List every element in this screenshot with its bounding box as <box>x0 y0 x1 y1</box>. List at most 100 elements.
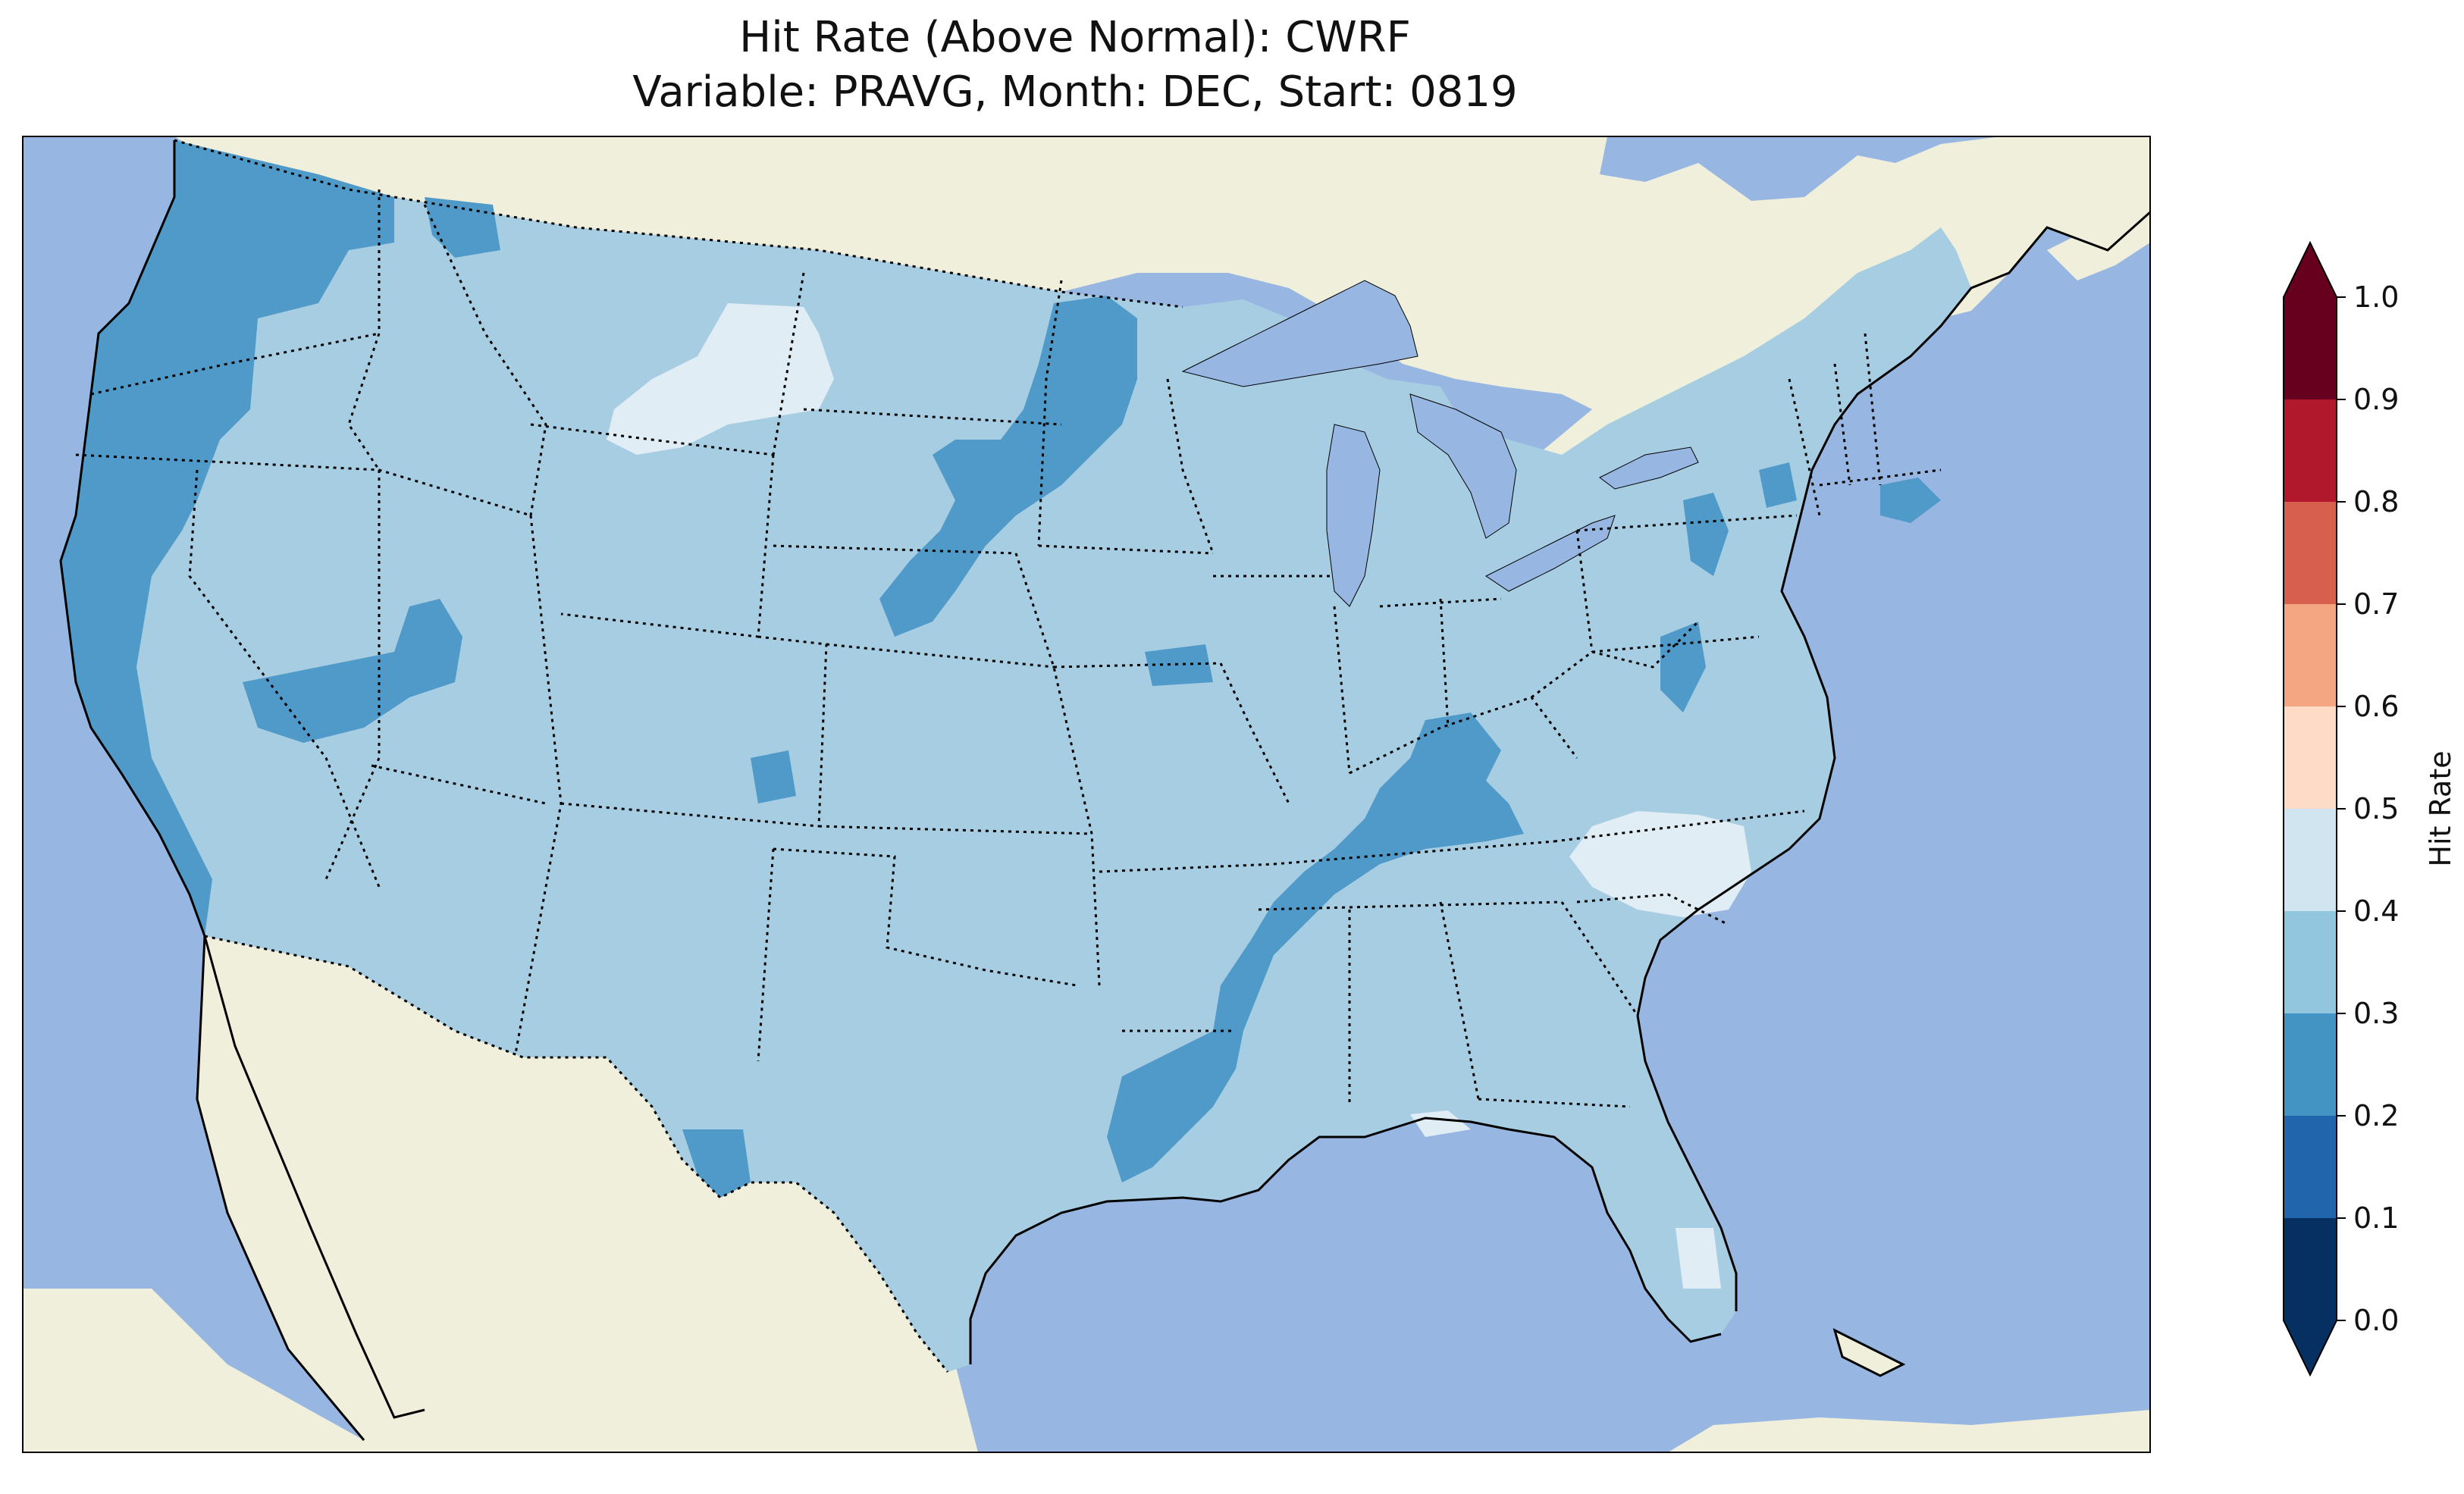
border-ma-north <box>1819 468 1942 487</box>
border-ky-tn <box>1273 840 1555 866</box>
colorbar-tick-label: 0.1 <box>2353 1201 2399 1235</box>
nevada-utah-band <box>243 599 462 743</box>
south-america-land <box>1668 1410 2150 1452</box>
colorbar-extend-max <box>2284 243 2337 297</box>
border-ne-ks <box>826 643 1055 669</box>
border-mi-in-oh <box>1379 597 1502 608</box>
border-al-ga <box>1439 901 1480 1100</box>
lake-ontario <box>1599 446 1699 490</box>
border-mn-ia <box>1038 544 1214 555</box>
border-va-wv <box>1531 620 1700 699</box>
dakotas-band <box>879 296 1137 637</box>
map-title: Hit Rate (Above Normal): CWRF <box>739 13 1411 62</box>
gulf-coastline <box>969 1117 1722 1364</box>
colorbar-segment <box>2284 1013 2337 1116</box>
border-nd-sd <box>803 408 1062 426</box>
colorbar-segment <box>2284 706 2337 809</box>
colorbar-tick-label: 0.7 <box>2353 587 2399 621</box>
us-canada-border <box>174 139 1183 309</box>
cuba-land <box>1835 1330 1903 1376</box>
idaho-patch <box>425 197 500 258</box>
texas-patch <box>682 1129 751 1198</box>
border-pa-md <box>1591 635 1760 653</box>
border-ga-fl <box>1478 1098 1631 1108</box>
border-id-west <box>347 189 381 471</box>
florida-patch <box>1676 1228 1721 1289</box>
colorbar-tick-label: 0.4 <box>2353 894 2399 928</box>
border-nc-sc <box>1576 893 1729 926</box>
cuba-coastline <box>1832 1328 1906 1377</box>
colorbar: 0.0 0.1 0.2 0.3 0.4 0.5 0.6 0.7 0.8 0.9 1.0 Hit Rat… <box>2283 240 2457 1377</box>
border-tn-south <box>1258 900 1563 911</box>
colorbar-tick-label: 0.8 <box>2353 485 2399 518</box>
lake-erie <box>1485 515 1616 592</box>
canada-land <box>174 136 2150 599</box>
border-ia-mo <box>1053 662 1221 669</box>
colorbar-segment <box>2284 911 2337 1013</box>
virginia-patch <box>1660 622 1706 713</box>
pacific-coastline <box>59 140 425 1419</box>
border-ny-vt <box>1788 378 1821 516</box>
north-carolina-patch <box>1569 811 1751 917</box>
montana-patch <box>607 303 834 455</box>
border-id-mt <box>423 204 547 516</box>
colorbar-segment <box>2284 502 2337 604</box>
border-ky-oh <box>1349 696 1578 775</box>
border-nd-mn <box>1037 280 1063 547</box>
lake-michigan <box>1326 424 1381 607</box>
mexico-pacific-coastline <box>196 935 365 1441</box>
border-mo-il <box>1219 662 1290 804</box>
colorbar-segment <box>2284 399 2337 502</box>
nova-scotia-land <box>2047 205 2150 280</box>
hitrate-0.4-0.5-regions <box>607 303 1751 1289</box>
border-il-in <box>1333 606 1351 774</box>
border-mt-nd <box>772 272 805 456</box>
border-in-oh <box>1439 598 1450 728</box>
border-mo-ar <box>1099 863 1274 873</box>
border-mt-wy <box>530 423 774 456</box>
colorbar-tick-label: 0.3 <box>2353 997 2399 1030</box>
border-nh-me <box>1864 333 1882 486</box>
border-nv-ca <box>188 469 381 888</box>
colorbar-segment <box>2284 1116 2337 1218</box>
lake-huron <box>1409 393 1517 539</box>
colorbar-tick-label: 0.5 <box>2353 792 2399 825</box>
atlantic-coastline <box>1636 211 2150 1311</box>
border-ok-tx <box>773 847 1077 987</box>
massachusetts-patch <box>1880 478 1941 523</box>
colorbar-extend-min <box>2284 1320 2337 1375</box>
hitrate-0.2-0.3-regions <box>61 140 1941 1198</box>
colorbar-segment <box>2284 809 2337 911</box>
colorbar-segment <box>2284 1218 2337 1320</box>
colorbar-tick-label: 0.6 <box>2353 690 2399 723</box>
border-sd-ne <box>773 544 1017 555</box>
pennsylvania-patch <box>1683 493 1729 576</box>
border-wi-mn <box>1166 378 1215 554</box>
map-subtitle: Variable: PRAVG, Month: DEC, Start: 0819 <box>632 67 1518 117</box>
border-ne-ia-mo <box>1014 553 1101 986</box>
border-co-nm <box>560 802 820 828</box>
pacific-coast-band <box>61 140 394 936</box>
map-area <box>23 136 2150 1452</box>
colorbar-tick-label: 0.9 <box>2353 383 2399 416</box>
border-nm-tx <box>757 848 775 1062</box>
border-wa-or <box>90 332 380 396</box>
baja-california-land <box>205 936 425 1417</box>
colorbar-tick-label: 0.0 <box>2353 1304 2399 1337</box>
colorbar-tick-label: 1.0 <box>2353 280 2399 314</box>
border-vt-nh <box>1833 363 1851 486</box>
colorbar-label: Hit Rate <box>2424 750 2457 866</box>
colorbar-tick-label: 0.2 <box>2353 1099 2399 1132</box>
state-borders <box>75 139 1942 1373</box>
border-pa-ny <box>1576 514 1798 532</box>
lake-superior <box>1181 280 1419 387</box>
border-oh-pa <box>1575 530 1594 653</box>
colorbar-segment <box>2284 297 2337 399</box>
missouri-spot <box>1145 644 1213 686</box>
great-lakes <box>1181 280 1699 607</box>
colorbar-segment <box>2284 604 2337 706</box>
map-frame <box>22 136 2151 1453</box>
border-ga-sc <box>1560 901 1639 1016</box>
border-ut-nv <box>324 470 381 880</box>
